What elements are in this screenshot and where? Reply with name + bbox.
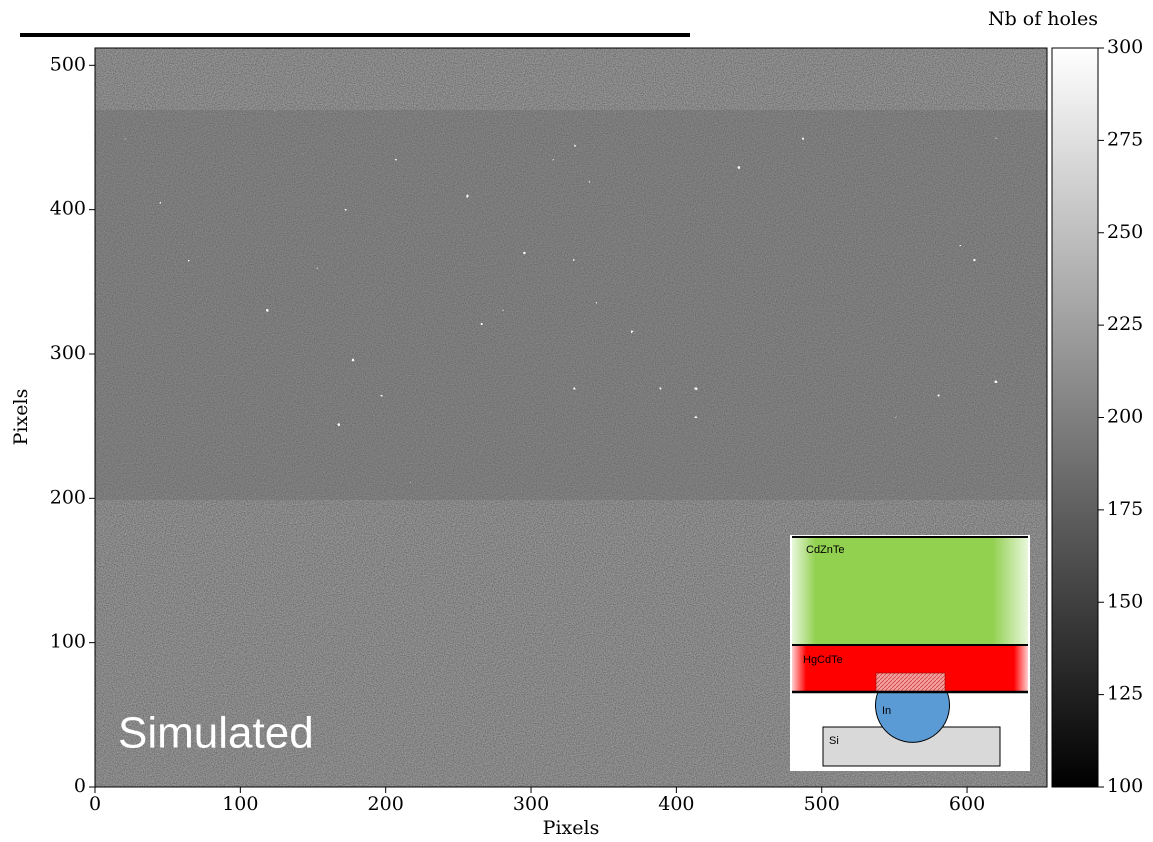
inset-label: HgCdTe [803, 654, 843, 666]
y-tick-label: 500 [50, 53, 86, 75]
colorbar [1051, 47, 1099, 788]
y-tick-label: 400 [50, 198, 86, 220]
colorbar-tick-label: 125 [1107, 683, 1143, 705]
inset-label: CdZnTe [806, 544, 845, 556]
x-tick-label: 0 [89, 793, 101, 815]
colorbar-label: Nb of holes [988, 8, 1098, 30]
speckles [95, 110, 1047, 500]
plot-frame [94, 47, 1048, 788]
colorbar-tick-label: 200 [1107, 406, 1143, 428]
x-tick-label: 600 [949, 793, 985, 815]
y-tick-label: 100 [50, 631, 86, 653]
implant [875, 672, 946, 693]
x-tick-label: 400 [658, 793, 694, 815]
colorbar-tick-label: 100 [1107, 775, 1143, 797]
x-tick-label: 200 [368, 793, 404, 815]
indium-bump [875, 691, 950, 743]
y-tick-label: 200 [50, 486, 86, 508]
y-tick-label: 0 [74, 775, 86, 797]
x-tick-label: 300 [513, 793, 549, 815]
inset-label: Si [829, 735, 839, 747]
colorbar-tick-label: 275 [1107, 128, 1143, 150]
y-tick-label: 300 [50, 342, 86, 364]
x-tick-label: 100 [222, 793, 258, 815]
x-tick-label: 500 [804, 793, 840, 815]
title-underline [20, 33, 690, 37]
inset-label: In [882, 705, 891, 717]
colorbar-tick-label: 150 [1107, 590, 1143, 612]
colorbar-tick-label: 175 [1107, 498, 1143, 520]
cdznte-layer [792, 538, 1028, 645]
colorbar-tick-label: 250 [1107, 221, 1143, 243]
annotation: Simulated [118, 709, 314, 758]
plot-area [94, 47, 1048, 788]
y-axis-label: Pixels [10, 389, 32, 446]
colorbar-tick-label: 300 [1107, 36, 1143, 58]
inset: CdZnTe HgCdTe In Si [790, 535, 1030, 771]
colorbar-tick-label: 225 [1107, 313, 1143, 335]
x-axis-label: Pixels [543, 817, 600, 839]
